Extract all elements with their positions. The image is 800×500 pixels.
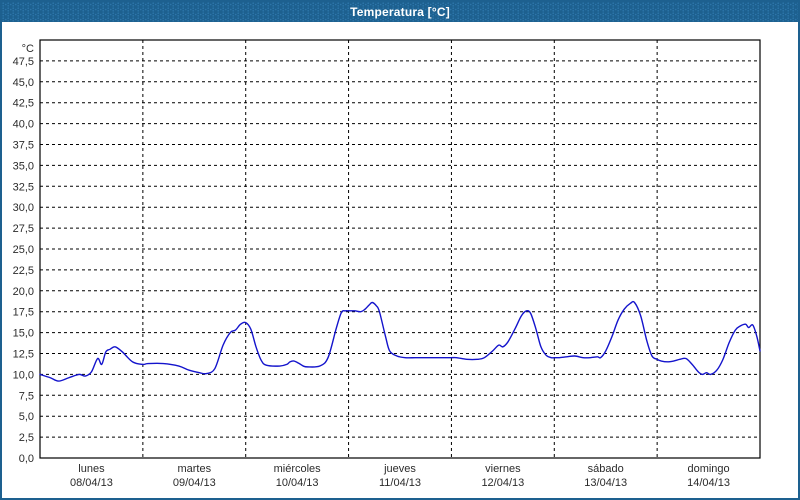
svg-text:42,5: 42,5 [13,98,34,110]
svg-text:22,5: 22,5 [13,265,34,277]
svg-text:17,5: 17,5 [13,307,34,319]
svg-text:20,0: 20,0 [13,286,34,298]
svg-text:7,5: 7,5 [19,390,34,402]
svg-text:viernes: viernes [485,463,521,475]
svg-text:2,5: 2,5 [19,432,34,444]
svg-text:09/04/13: 09/04/13 [173,477,216,489]
svg-text:10/04/13: 10/04/13 [276,477,319,489]
svg-text:15,0: 15,0 [13,328,34,340]
svg-text:5,0: 5,0 [19,411,34,423]
svg-text:32,5: 32,5 [13,181,34,193]
svg-text:11/04/13: 11/04/13 [379,477,421,489]
svg-text:domingo: domingo [687,463,729,475]
svg-text:sábado: sábado [588,463,624,475]
svg-text:12/04/13: 12/04/13 [481,477,524,489]
svg-text:lunes: lunes [78,463,105,475]
svg-text:08/04/13: 08/04/13 [70,477,113,489]
svg-text:14/04/13: 14/04/13 [687,477,730,489]
svg-text:jueves: jueves [383,463,416,475]
svg-text:12,5: 12,5 [13,349,34,361]
svg-text:0,0: 0,0 [19,453,34,465]
svg-text:30,0: 30,0 [13,202,34,214]
svg-text:37,5: 37,5 [13,140,34,152]
svg-text:martes: martes [177,463,211,475]
svg-text:10,0: 10,0 [13,369,34,381]
svg-text:13/04/13: 13/04/13 [584,477,627,489]
svg-text:°C: °C [22,43,34,55]
svg-text:40,0: 40,0 [13,119,34,131]
svg-text:35,0: 35,0 [13,160,34,172]
svg-text:27,5: 27,5 [13,223,34,235]
svg-text:45,0: 45,0 [13,77,34,89]
svg-text:47,5: 47,5 [13,56,34,68]
svg-text:25,0: 25,0 [13,244,34,256]
svg-text:miércoles: miércoles [274,463,322,475]
